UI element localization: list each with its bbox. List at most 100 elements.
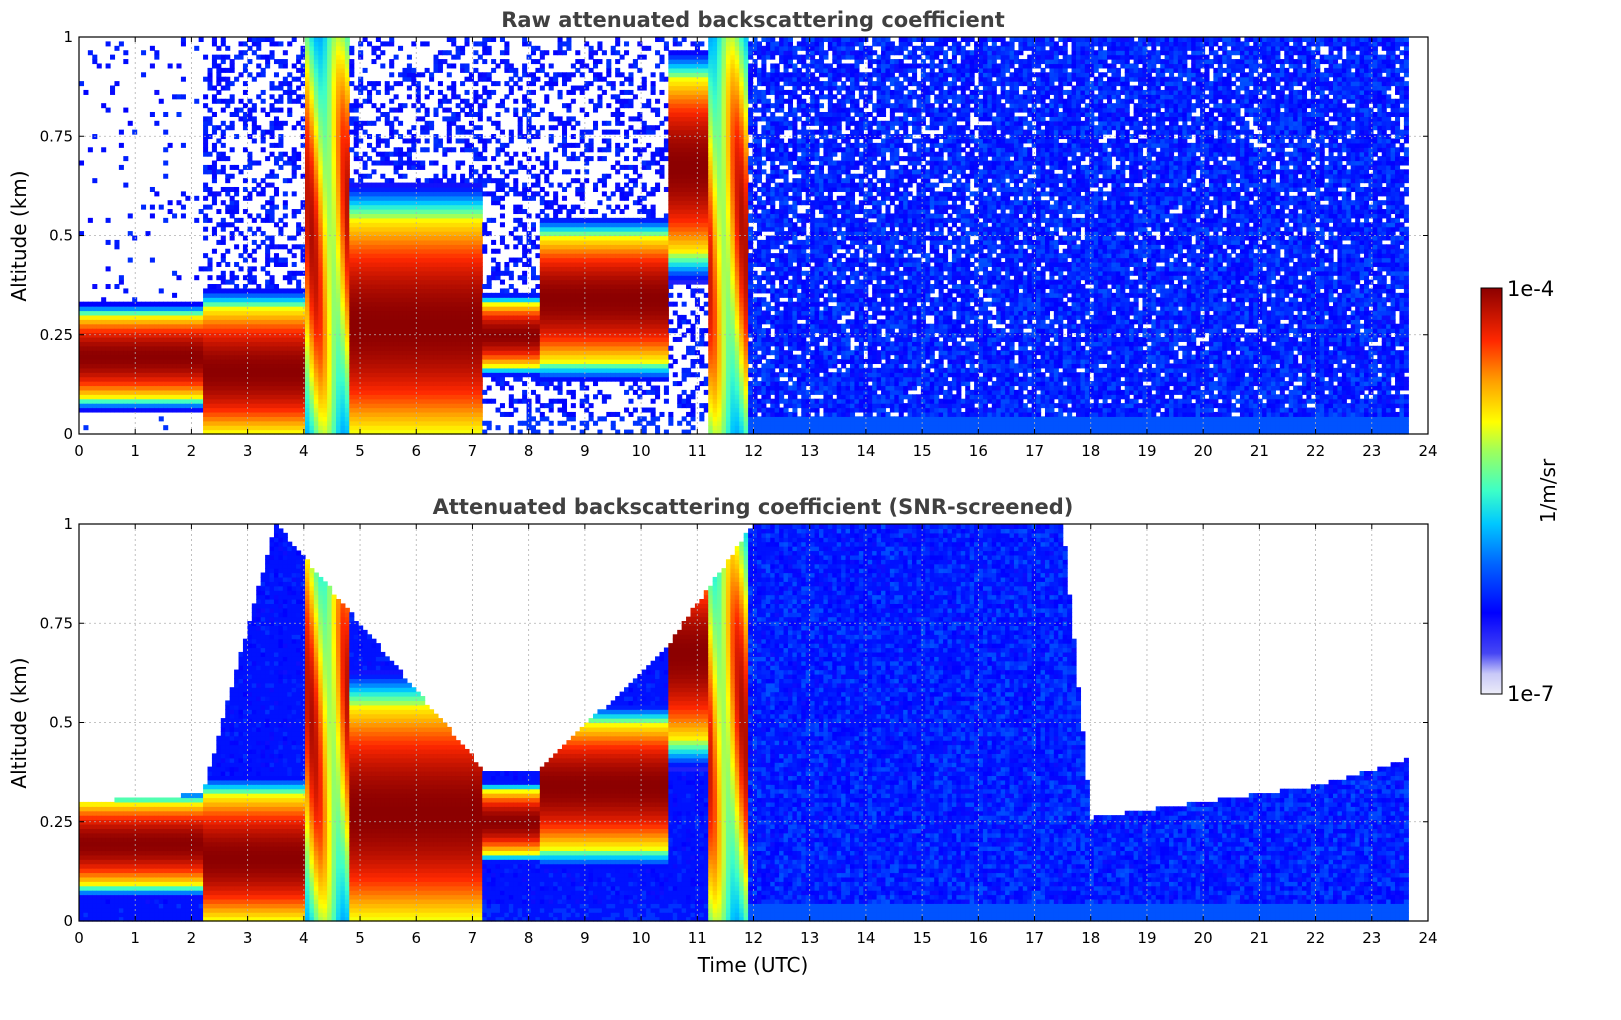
heatmap-cell (296, 120, 302, 126)
heatmap-cell (331, 186, 337, 192)
heatmap-cell (433, 350, 439, 356)
heatmap-cell (269, 359, 275, 365)
heatmap-cell (234, 425, 240, 431)
heatmap-cell (362, 257, 368, 263)
heatmap-cell (322, 336, 328, 342)
heatmap-cell (141, 50, 147, 56)
heatmap-cell (318, 138, 324, 144)
heatmap-cell (105, 217, 111, 223)
heatmap-cell (145, 310, 151, 316)
heatmap-cell (211, 359, 217, 365)
heatmap-cell (291, 297, 297, 303)
heatmap-cell (216, 151, 222, 157)
heatmap-cell (304, 94, 311, 100)
heatmap-cell (353, 191, 359, 197)
heatmap-cell (424, 288, 430, 294)
heatmap-cell (446, 50, 452, 56)
heatmap-cell (411, 376, 417, 382)
heatmap-cell (304, 142, 311, 148)
heatmap-cell (398, 226, 404, 232)
heatmap-cell (375, 341, 381, 347)
heatmap-cell (455, 376, 461, 382)
heatmap-cell (322, 239, 328, 245)
heatmap-cell (331, 173, 337, 179)
heatmap-cell (282, 345, 288, 351)
heatmap-cell (331, 81, 337, 87)
heatmap-cell (260, 319, 266, 325)
heatmap-cell (313, 191, 319, 197)
heatmap-cell (207, 328, 213, 334)
heatmap-cell (229, 372, 235, 378)
heatmap-cell (127, 231, 133, 237)
heatmap-cell (127, 354, 133, 360)
heatmap-cell (331, 213, 337, 219)
heatmap-cell (83, 381, 89, 387)
heatmap-cell (176, 350, 182, 356)
heatmap-cell (424, 319, 430, 325)
heatmap-cell (358, 372, 364, 378)
heatmap-cell (340, 186, 346, 192)
heatmap-cell (380, 209, 386, 215)
heatmap-cell (216, 76, 222, 82)
heatmap-cell (154, 306, 160, 312)
heatmap-cell (172, 301, 178, 307)
heatmap-cell (464, 288, 470, 294)
heatmap-cell (141, 323, 147, 329)
heatmap-cell (211, 37, 217, 43)
heatmap-cell (398, 103, 404, 109)
heatmap-cell (132, 345, 138, 351)
heatmap-cell (460, 279, 466, 285)
heatmap-cell (460, 178, 466, 184)
heatmap-cell (105, 372, 111, 378)
heatmap-cell (260, 266, 266, 272)
heatmap-cell (411, 270, 417, 276)
heatmap-cell (265, 129, 271, 135)
heatmap-cell (216, 385, 222, 391)
heatmap-cell (402, 239, 408, 245)
heatmap-cell (123, 314, 129, 320)
heatmap-cell (340, 288, 346, 294)
heatmap-cell (353, 279, 359, 285)
heatmap-cell (340, 429, 346, 435)
heatmap-cell (136, 345, 142, 351)
heatmap-cell (367, 354, 373, 360)
heatmap-cell (442, 253, 448, 259)
heatmap-cell (406, 420, 412, 426)
heatmap-cell (291, 416, 297, 422)
heatmap-cell (220, 253, 226, 259)
heatmap-cell (105, 323, 111, 329)
heatmap-cell (309, 59, 315, 65)
heatmap-cell (344, 345, 350, 351)
heatmap-cell (327, 226, 333, 232)
heatmap-cell (296, 222, 302, 228)
heatmap-cell (185, 332, 191, 338)
heatmap-cell (256, 226, 262, 232)
top-heatmap (79, 37, 1409, 435)
heatmap-cell (260, 147, 266, 153)
heatmap-cell (353, 217, 359, 223)
heatmap-cell (251, 336, 257, 342)
heatmap-cell (336, 231, 342, 237)
heatmap-cell (322, 319, 328, 325)
heatmap-cell (468, 310, 474, 316)
heatmap-cell (313, 125, 319, 131)
heatmap-cell (327, 151, 333, 157)
heatmap-cell (154, 314, 160, 320)
heatmap-cell (433, 257, 439, 263)
heatmap-cell (340, 394, 346, 400)
heatmap-cell (398, 350, 404, 356)
heatmap-cell (278, 354, 284, 360)
heatmap-cell (203, 306, 209, 312)
heatmap-cell (371, 244, 377, 250)
heatmap-cell (402, 195, 408, 201)
heatmap-cell (278, 367, 284, 373)
heatmap-cell (398, 231, 404, 237)
heatmap-cell (229, 67, 235, 73)
heatmap-cell (149, 257, 155, 263)
heatmap-cell (331, 376, 337, 382)
heatmap-cell (460, 182, 466, 188)
heatmap-cell (234, 76, 240, 82)
heatmap-cell (442, 292, 448, 298)
heatmap-cell (340, 231, 346, 237)
heatmap-cell (437, 270, 443, 276)
